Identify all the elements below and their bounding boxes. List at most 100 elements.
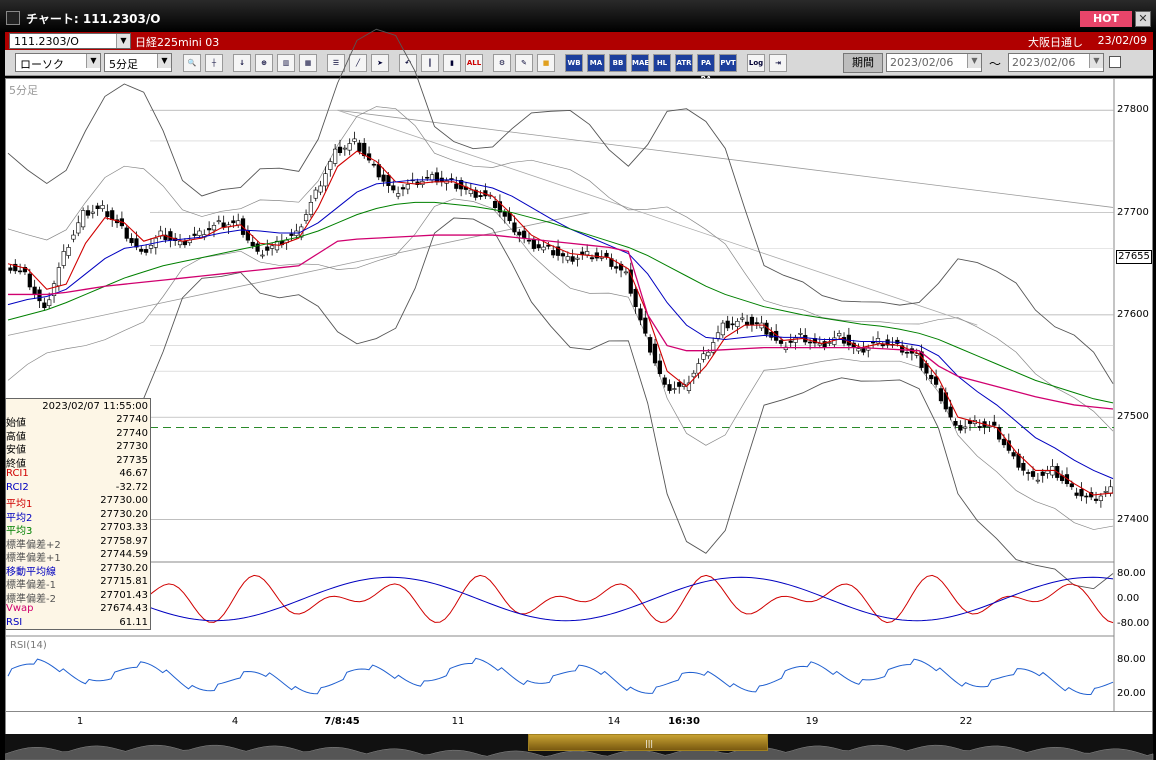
window-title: チャート: 111.2303/O <box>26 12 161 26</box>
candle-body <box>22 267 28 273</box>
data-row: 標準偏差+2 27758.97 <box>6 535 150 551</box>
ma3-line <box>7 201 1114 404</box>
data-row-label: 標準偏差-1 <box>6 580 56 591</box>
chart-type-select[interactable]: ローソク ▼ <box>15 53 101 72</box>
range-checkbox[interactable] <box>1109 56 1121 68</box>
chevron-down-icon[interactable]: ▼ <box>116 34 130 48</box>
candle-body <box>793 337 798 343</box>
candle-body <box>1093 498 1099 501</box>
date-from-field[interactable]: 2023/02/06 ▼ <box>886 53 982 72</box>
candle-body <box>769 331 774 338</box>
interval-select[interactable]: 5分足 ▼ <box>104 53 172 72</box>
chart-panel[interactable] <box>5 78 1153 712</box>
candle-body <box>730 323 735 326</box>
x-tick-label: 11 <box>451 716 465 727</box>
close-icon[interactable]: ✕ <box>1135 11 1151 27</box>
candle-body <box>735 320 740 327</box>
candle-body <box>1069 483 1074 488</box>
candle-body <box>1026 472 1031 474</box>
candle-body <box>134 238 139 248</box>
timeframe-label: 5分足 <box>9 84 38 97</box>
candle-body <box>221 222 226 228</box>
candle-body <box>265 246 270 251</box>
chevron-down-icon[interactable]: ▼ <box>86 54 100 68</box>
undo-icon[interactable]: ↶ <box>399 54 417 72</box>
color-icon[interactable]: ■ <box>537 54 555 72</box>
calendar-dropdown-icon[interactable]: ▼ <box>967 54 981 68</box>
search-icon[interactable]: 🔍 <box>183 54 201 72</box>
zoom-icon[interactable]: ⊕ <box>255 54 273 72</box>
grid-icon[interactable]: ▦ <box>299 54 317 72</box>
rci1-line <box>7 574 1114 624</box>
y-tick-label: 27600 <box>1117 308 1149 320</box>
candle-body <box>711 342 716 353</box>
candle-body <box>725 320 730 329</box>
candle-body <box>555 246 561 256</box>
log-icon[interactable]: Log <box>747 54 765 72</box>
hl-icon[interactable]: HL <box>653 54 671 72</box>
atr-icon[interactable]: ATR <box>675 54 693 72</box>
data-row: RCI2 -32.72 <box>6 482 150 495</box>
candle-body <box>192 233 197 236</box>
candle-body <box>478 195 483 197</box>
pen-icon[interactable]: ✎ <box>515 54 533 72</box>
candle-mode-icon[interactable]: ▮ <box>443 54 461 72</box>
exit-icon[interactable]: ⇥ <box>769 54 787 72</box>
std-band-line <box>7 28 1114 384</box>
ma1-line <box>7 150 1114 496</box>
draw-line-icon[interactable]: ╱ <box>349 54 367 72</box>
candle-body <box>914 353 919 356</box>
candle-body <box>904 351 910 354</box>
rsi-line <box>7 657 1114 695</box>
chevron-down-icon[interactable]: ▼ <box>157 54 171 68</box>
candle-body <box>1030 471 1036 477</box>
date-to-field[interactable]: 2023/02/06 ▼ <box>1008 53 1104 72</box>
vwap-line <box>8 234 1114 410</box>
calendar-dropdown-icon[interactable]: ▼ <box>1089 54 1103 68</box>
market-name: 大阪日通し <box>1028 36 1083 49</box>
candle-body <box>807 341 813 344</box>
bars-icon[interactable]: ▥ <box>277 54 295 72</box>
crosshair-icon[interactable]: ┼ <box>205 54 223 72</box>
x-tick-label: 19 <box>805 716 819 727</box>
time-axis <box>5 712 1153 734</box>
hot-button[interactable]: HOT <box>1080 11 1132 27</box>
cursor-icon[interactable]: ➤ <box>371 54 389 72</box>
data-row-value: 27758.97 <box>100 535 148 547</box>
arrow-icon[interactable]: ↓ <box>233 54 251 72</box>
bb-icon[interactable]: BB <box>609 54 627 72</box>
candle-body <box>18 270 23 273</box>
mae-icon[interactable]: MAE <box>631 54 649 72</box>
data-row-value: -32.72 <box>115 481 148 493</box>
data-row-label: 平均1 <box>6 499 33 510</box>
list-icon[interactable]: ☰ <box>327 54 345 72</box>
candle-body <box>250 241 255 247</box>
candle-body <box>144 249 149 253</box>
bar-mode-icon[interactable]: ┃ <box>421 54 439 72</box>
settings-icon[interactable]: ⚙ <box>493 54 511 72</box>
period-button[interactable]: 期間 <box>843 53 883 73</box>
candle-body <box>328 161 333 170</box>
candle-body <box>531 238 536 249</box>
candle-body <box>594 252 599 259</box>
symbol-select[interactable]: 111.2303/O ▼ <box>9 33 131 49</box>
wb-icon[interactable]: WB <box>565 54 583 72</box>
data-row: 終値 27735 <box>6 455 150 470</box>
data-datetime: 2023/02/07 11:55:00 <box>42 401 148 412</box>
data-row-value: 27730.20 <box>100 562 148 574</box>
candle-body <box>958 425 963 431</box>
ma-icon[interactable]: MA <box>587 54 605 72</box>
candle-body <box>1001 438 1007 446</box>
scroll-thumb[interactable] <box>528 734 768 751</box>
candle-body <box>231 220 236 224</box>
candle-body <box>628 269 633 294</box>
candle-body <box>391 185 396 191</box>
candle-body <box>502 211 507 217</box>
candle-body <box>715 332 721 339</box>
all-icon[interactable]: ALL <box>465 54 483 72</box>
candle-body <box>585 251 590 256</box>
pvt-icon[interactable]: PVT <box>719 54 737 72</box>
candle-body <box>657 360 662 375</box>
candle-body <box>303 214 309 222</box>
